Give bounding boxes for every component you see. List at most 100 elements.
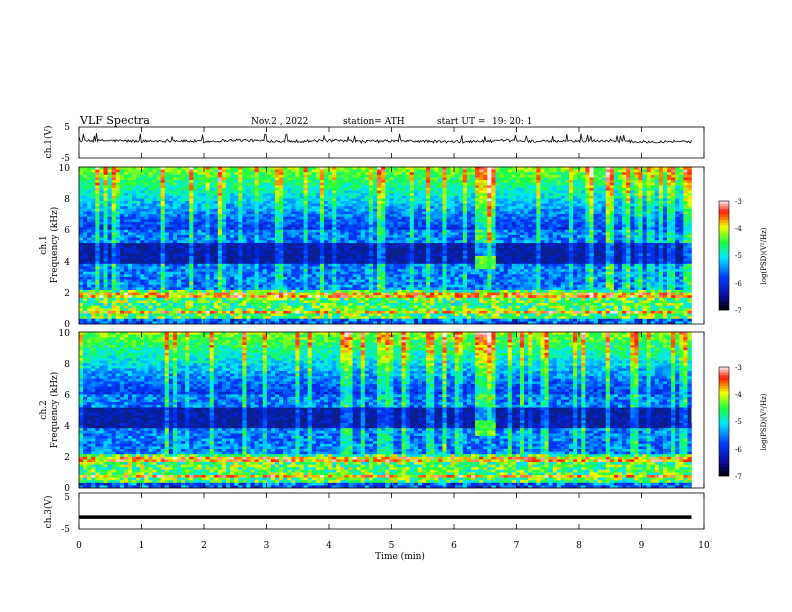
spectrogram-cell [458,224,464,228]
spectrogram-cell [524,224,529,228]
spectrogram-cell [381,172,386,176]
spectrogram-cell [466,177,472,181]
spectrogram-cell [528,185,533,189]
spectrogram-cell [634,248,639,252]
spectrogram-cell [471,198,476,202]
spectrogram-cell [279,180,284,183]
spectrogram-cell [250,240,255,244]
spectrogram-cell [328,187,333,191]
spectrogram-cell [95,187,100,191]
spectrogram-cell [413,195,419,199]
spectrogram-cell [687,235,692,238]
spectrogram-cell [626,195,631,199]
spectrogram-cell [238,216,243,220]
spectrogram-cell [336,219,341,223]
spectrogram-cell [389,203,394,207]
spectrogram-cell [303,180,308,183]
spectrogram-cell [107,169,112,173]
spectrogram-cell [458,240,464,244]
spectrogram-cell [381,190,386,194]
spectrogram-cell [679,174,684,178]
spectrogram-cell [319,229,325,233]
spectrogram-cell [172,216,178,220]
spectrogram-cell [401,185,406,189]
spectrogram-cell [332,198,337,202]
spectrogram-cell [364,174,370,178]
spectrogram-cell [311,235,317,238]
spectrogram-cell [389,214,394,218]
spectrogram-cell [585,221,590,225]
spectrogram-cell [344,214,349,218]
spectrogram-cell [503,182,509,186]
spectrogram-cell [307,190,313,194]
spectrogram-cell [426,258,431,262]
spectrogram-cell [172,227,178,231]
spectrogram-cell [634,229,639,233]
spectrogram-cell [140,235,145,238]
spectrogram-cell [189,237,194,241]
spectrogram-cell [597,208,602,212]
spectrogram-cell [479,229,484,233]
spectrogram-cell [560,169,566,173]
spectrogram-cell [377,214,382,218]
spectrogram-cell [221,237,227,241]
spectrogram-cell [368,185,374,189]
spectrogram-cell [275,232,280,236]
spectrogram-cell [152,232,157,236]
spectrogram-cell [634,195,639,199]
spectrogram-cell [177,167,182,170]
spectrogram-cell [181,235,186,238]
spectrogram-cell [479,219,484,223]
spectrogram-cell [221,180,227,183]
spectrogram-cell [348,216,353,220]
spectrogram-cell [532,187,537,191]
spectrogram-cell [352,221,357,225]
spectrogram-cell [115,253,121,257]
spectrogram-cell [128,208,133,212]
spectrogram-cell [168,203,174,207]
spectrogram-cell [671,227,676,231]
spectrogram-cell [238,185,243,189]
spectrogram-cell [536,253,541,257]
spectrogram-cell [185,214,190,218]
spectrogram-cell [115,224,121,228]
spectrogram-cell [299,232,304,236]
spectrogram-cell [548,177,553,181]
spectrogram-cell [454,258,460,262]
spectrogram-cell [618,248,623,252]
spectrogram-cell [479,193,484,197]
spectrogram-cell [160,261,166,265]
spectrogram-cell [556,253,562,257]
spectrogram-cell [189,195,194,199]
spectrogram-cell [560,208,566,212]
spectrogram-cell [487,177,492,181]
spectrogram-cell [650,211,656,215]
spectrogram-cell [385,250,390,254]
spectrogram-cell [238,242,243,246]
spectrogram-cell [328,214,333,218]
spectrogram-cell [148,182,153,186]
spectrogram-cell [503,177,509,181]
spectrogram-cell [483,201,488,204]
spectrogram-cell [642,219,647,223]
spectrogram-cell [295,169,300,173]
spectrogram-cell [348,255,353,259]
spectrogram-cell [650,201,656,204]
spectrogram-cell [532,229,537,233]
spectrogram-cell [299,187,304,191]
spectrogram-cell [373,177,378,181]
spectrogram-cell [103,229,108,233]
spectrogram-cell [144,201,149,204]
spectrogram-cell [128,240,133,244]
spectrogram-cell [393,216,398,220]
spectrogram-cell [471,187,476,191]
spectrogram-cell [438,232,443,236]
spectrogram-cell [205,258,210,262]
spectrogram-cell [585,235,590,238]
spectrogram-cell [295,187,300,191]
spectrogram-cell [479,208,484,212]
spectrogram-cell [544,190,549,194]
spectrogram-cell [160,203,166,207]
spectrogram-cell [540,221,545,225]
spectrogram-cell [528,198,533,202]
